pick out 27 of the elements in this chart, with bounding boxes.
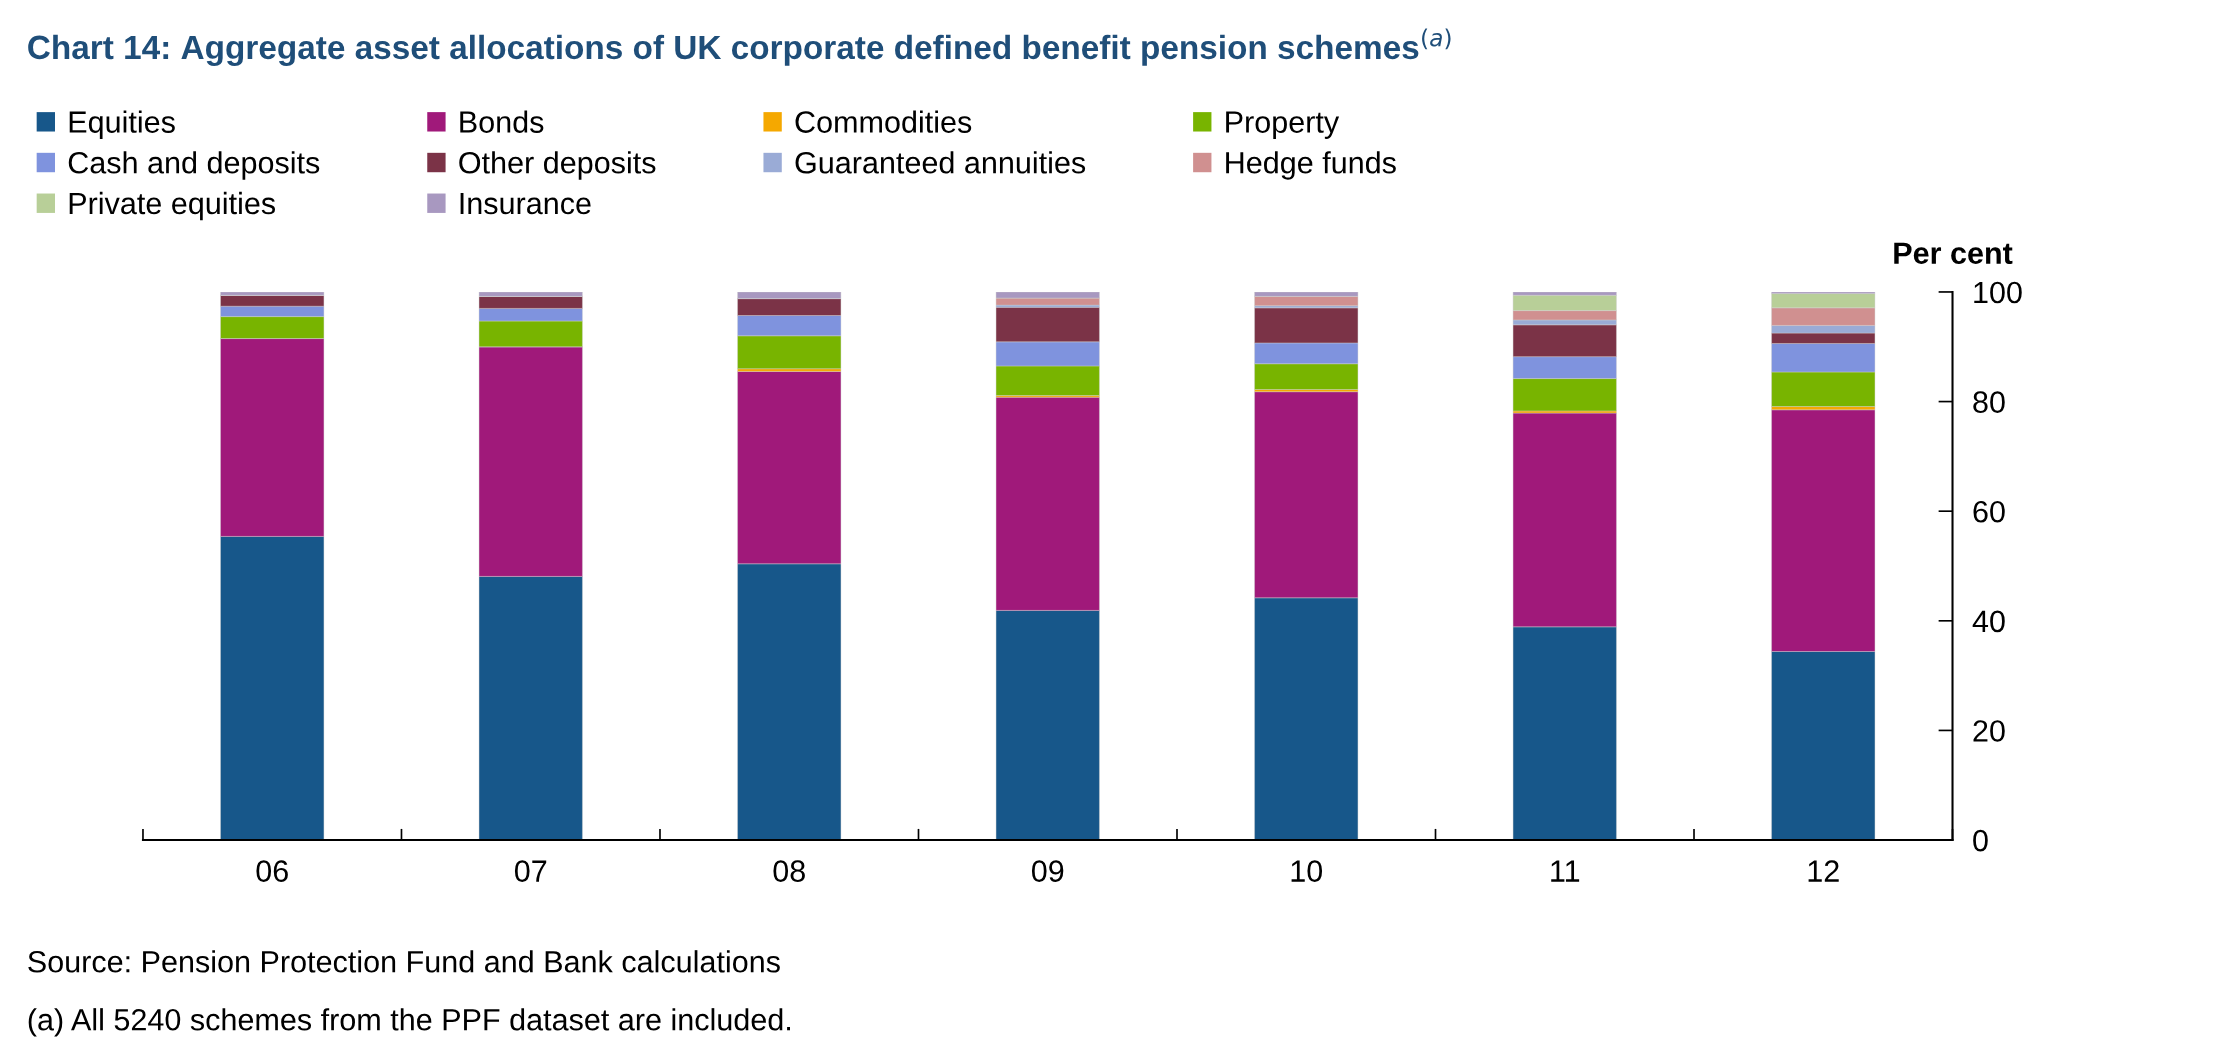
legend-label: Guaranteed annuities	[795, 151, 1086, 174]
y-tick-label: 40	[1972, 610, 2005, 633]
legend-label: Bonds	[460, 110, 544, 133]
y-axis-title: Per cent	[1894, 242, 2013, 264]
y-tick-label: 20	[1973, 720, 2005, 742]
legend-label: Equities	[69, 110, 175, 139]
legend-label: Insurance	[460, 192, 591, 215]
y-tick-label: 80	[1973, 391, 2005, 413]
text: (a) All 5240 schemes from the PPF dataset are included.	[28, 1008, 790, 1037]
chart-title: Chart 14: Aggregate asset allocations of UK corporate defined benefit pension schemes$^{(a)}$	[28, 28, 1451, 66]
x-tick-label: 09	[1031, 860, 1064, 882]
x-tick-label: 11	[1551, 860, 1580, 882]
legend-label: Private equities	[69, 191, 276, 221]
legend-label: Other deposits	[459, 151, 656, 180]
legend-label: Property	[1226, 111, 1340, 139]
x-tick-label: 08	[773, 860, 805, 882]
legend-label: Cash and deposits	[68, 151, 320, 180]
x-tick-label: 06	[256, 860, 288, 882]
x-tick-label: 07	[514, 860, 547, 882]
source-note: Source: Pension Protection Fund and Bank calculations	[28, 950, 780, 973]
legend-label: Hedge funds	[1226, 151, 1396, 180]
legend-label: Commodities	[795, 110, 972, 133]
y-tick-label: 100	[1974, 281, 2022, 304]
x-tick-label: 12	[1808, 860, 1839, 882]
y-tick-label: 60	[1973, 500, 2005, 523]
y-tick-label: 0	[1973, 829, 1988, 852]
x-tick-label: 10	[1291, 860, 1323, 882]
